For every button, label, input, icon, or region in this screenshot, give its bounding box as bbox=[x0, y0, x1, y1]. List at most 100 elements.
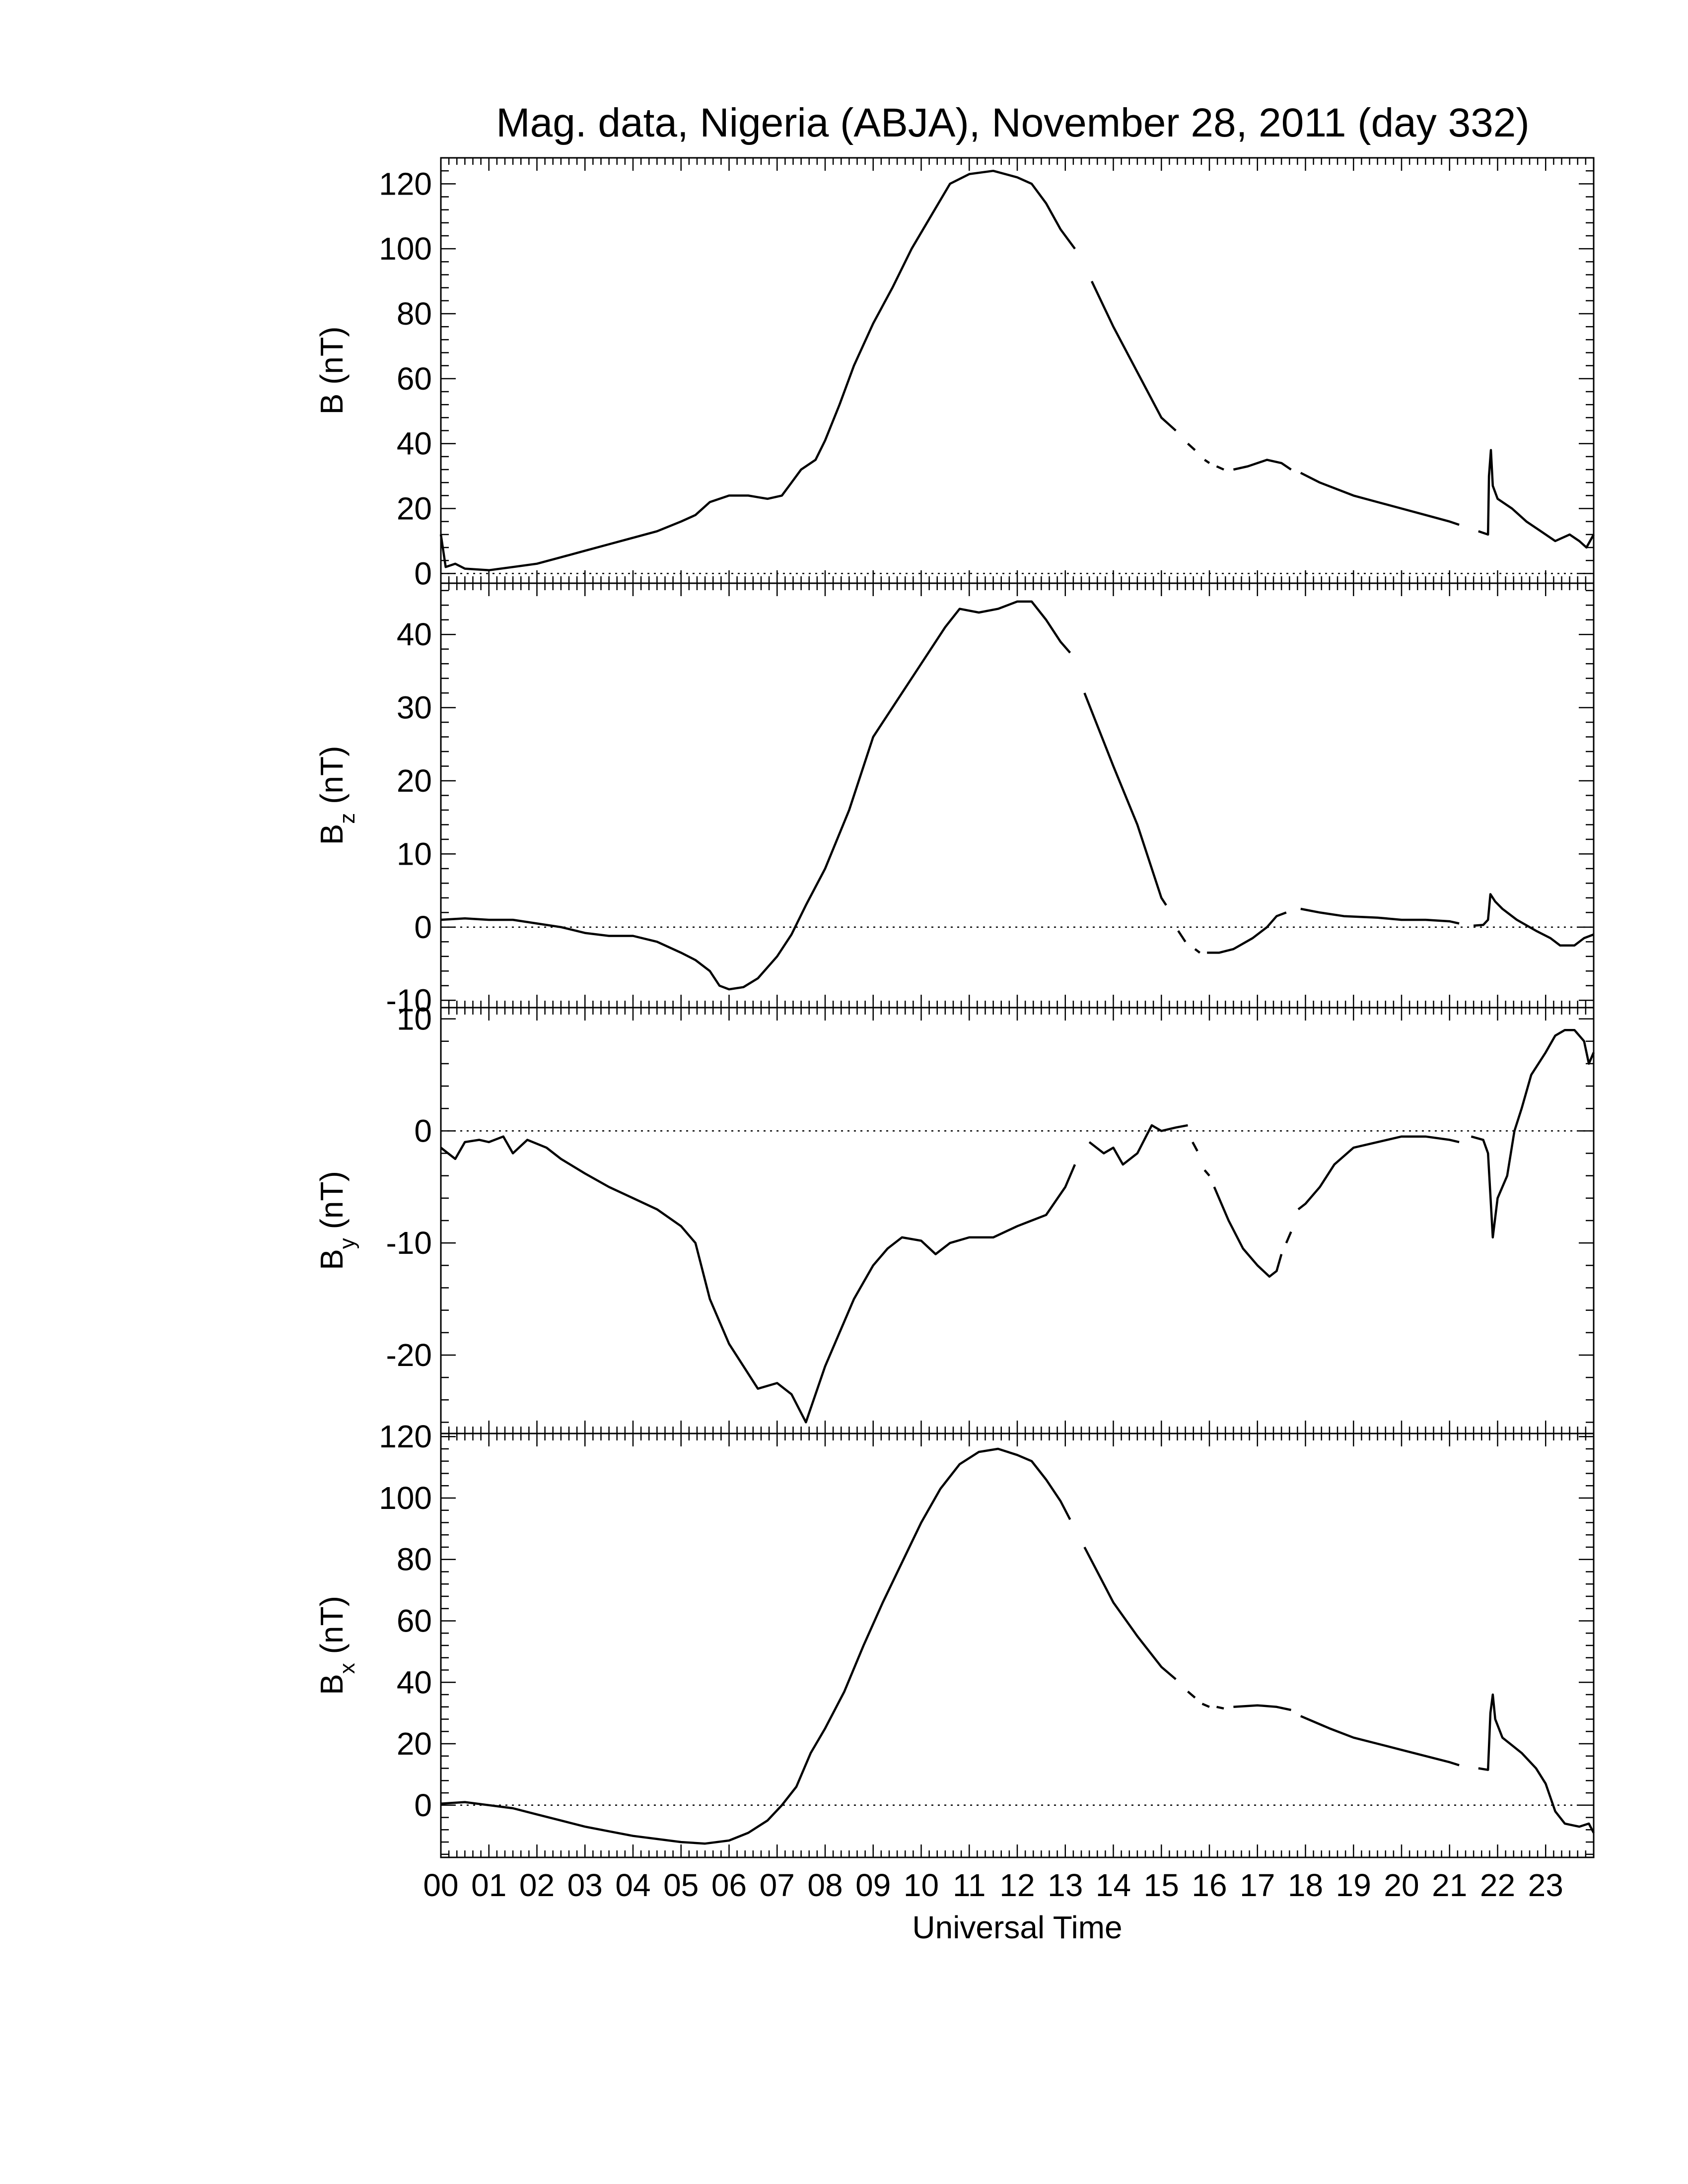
series-line-segment bbox=[1194, 948, 1201, 954]
y-tick-label: 30 bbox=[397, 690, 432, 726]
series-line-segment bbox=[1233, 459, 1292, 471]
y-tick-label: 40 bbox=[397, 616, 432, 652]
y-tick-label: 20 bbox=[397, 1726, 432, 1762]
y-tick-label: 80 bbox=[397, 296, 432, 332]
y-axis-label: B (nT) bbox=[314, 327, 350, 415]
x-tick-label: 04 bbox=[615, 1867, 650, 1903]
series-line-segment bbox=[1297, 1135, 1460, 1211]
x-tick-label: 10 bbox=[904, 1867, 939, 1903]
series-line-segment bbox=[1187, 443, 1196, 451]
x-tick-label: 05 bbox=[663, 1867, 699, 1903]
y-tick-label: 60 bbox=[397, 1603, 432, 1638]
x-tick-label: 01 bbox=[471, 1867, 506, 1903]
series-line-segment bbox=[1201, 1703, 1210, 1708]
y-axis-label-subscript: x bbox=[335, 1663, 359, 1674]
x-tick-label: 06 bbox=[711, 1867, 747, 1903]
series-line-segment bbox=[1300, 1715, 1460, 1767]
x-tick-label: 16 bbox=[1192, 1867, 1227, 1903]
x-tick-label: 21 bbox=[1432, 1867, 1467, 1903]
x-tick-label: 11 bbox=[953, 1867, 985, 1903]
y-axis-label: Bx (nT) bbox=[314, 1596, 359, 1695]
y-tick-label: 100 bbox=[379, 1480, 432, 1516]
series-line-segment bbox=[1083, 1546, 1177, 1680]
y-axis-label: By (nT) bbox=[314, 1171, 359, 1270]
x-tick-label: 19 bbox=[1336, 1867, 1371, 1903]
y-tick-label: 40 bbox=[397, 426, 432, 462]
y-tick-label: 0 bbox=[414, 1113, 432, 1149]
x-tick-label: 12 bbox=[999, 1867, 1035, 1903]
series-line-segment bbox=[1207, 911, 1287, 954]
x-tick-label: 22 bbox=[1480, 1867, 1515, 1903]
y-tick-label: 0 bbox=[414, 555, 432, 591]
y-tick-label: 80 bbox=[397, 1542, 432, 1577]
y-axis-label-unit: (nT) bbox=[314, 1171, 350, 1238]
chart-title: Mag. data, Nigeria (ABJA), November 28, … bbox=[496, 100, 1529, 145]
panel-bx: 0 20 40 60 80 100 120 Bx (nT) bbox=[314, 1419, 1595, 1858]
y-tick-label: 60 bbox=[397, 361, 432, 397]
panel-b-total: 0 20 40 60 80 100 120 B (nT) bbox=[314, 157, 1595, 591]
series-line-segment bbox=[1478, 1693, 1595, 1834]
panel-frame bbox=[440, 157, 1595, 584]
y-tick-label: 100 bbox=[379, 231, 432, 267]
y-axis-label-main: B bbox=[314, 1674, 350, 1695]
y-tick-label: 120 bbox=[379, 166, 432, 202]
x-tick-label: 14 bbox=[1096, 1867, 1131, 1903]
y-axis-label-subscript: y bbox=[335, 1238, 359, 1249]
y-axis-label-main: B bbox=[314, 824, 350, 845]
x-tick-label: 18 bbox=[1288, 1867, 1323, 1903]
y-tick-label: -10 bbox=[386, 1225, 432, 1261]
y-tick-label: -20 bbox=[386, 1337, 432, 1373]
y-axis-label-unit: (nT) bbox=[314, 1596, 350, 1663]
panel-by: -20 -10 0 10 By (nT) bbox=[314, 1001, 1595, 1434]
x-tick-label: 15 bbox=[1144, 1867, 1179, 1903]
y-tick-label: 0 bbox=[414, 1787, 432, 1823]
series-line-segment bbox=[1213, 1186, 1283, 1278]
panel-bz: -10 0 10 20 30 40 Bz (nT) bbox=[314, 582, 1595, 1018]
y-tick-label: 0 bbox=[414, 909, 432, 945]
series-line-segment bbox=[1192, 1141, 1198, 1152]
panel-frame bbox=[440, 582, 1595, 1009]
y-axis-label-subscript: z bbox=[335, 813, 359, 824]
series-line-segment bbox=[1177, 930, 1187, 943]
x-tick-label: 03 bbox=[567, 1867, 603, 1903]
series-line-segment bbox=[1285, 1231, 1292, 1244]
series-line-segment bbox=[440, 1135, 1076, 1424]
series-line-segment bbox=[1088, 1124, 1188, 1166]
x-axis-label: Universal Time bbox=[912, 1910, 1122, 1945]
series-line-segment bbox=[1187, 1691, 1196, 1699]
y-tick-label: 10 bbox=[397, 1001, 432, 1037]
y-tick-label: 20 bbox=[397, 763, 432, 799]
x-tick-label: 02 bbox=[519, 1867, 555, 1903]
y-axis-label: Bz (nT) bbox=[314, 746, 359, 845]
x-tick-label: 07 bbox=[760, 1867, 795, 1903]
y-tick-label: 10 bbox=[397, 836, 432, 872]
series-line-segment bbox=[1090, 280, 1177, 432]
series-line-segment bbox=[1216, 465, 1224, 471]
series-line-segment bbox=[1300, 472, 1460, 526]
x-tick-label: 13 bbox=[1048, 1867, 1083, 1903]
y-tick-label: -10 bbox=[386, 982, 432, 1018]
series-line-segment bbox=[439, 169, 1076, 572]
series-line-segment bbox=[1478, 449, 1595, 549]
y-tick-label: 40 bbox=[397, 1664, 432, 1700]
x-tick-label: 00 bbox=[423, 1867, 458, 1903]
y-axis-label-main: B (nT) bbox=[314, 327, 350, 415]
series-line-segment bbox=[440, 600, 1071, 991]
y-tick-label: 20 bbox=[397, 491, 432, 527]
series-line-segment bbox=[1216, 1706, 1224, 1710]
panel-frame bbox=[440, 1007, 1595, 1434]
x-tick-label: 23 bbox=[1528, 1867, 1563, 1903]
series-line-segment bbox=[1204, 459, 1210, 464]
x-tick-label: 20 bbox=[1384, 1867, 1419, 1903]
y-axis-label-unit: (nT) bbox=[314, 746, 350, 813]
x-tick-label: 09 bbox=[855, 1867, 891, 1903]
series-line-segment bbox=[1203, 1169, 1210, 1177]
x-tick-labels: 00 01 02 03 04 05 06 07 08 09 10 11 12 13 14 15 16 17 18 19… bbox=[423, 1867, 1563, 1903]
x-tick-label: 17 bbox=[1240, 1867, 1275, 1903]
y-tick-label: 120 bbox=[379, 1419, 432, 1454]
series-line-segment bbox=[1473, 893, 1594, 947]
series-line-segment bbox=[440, 1447, 1071, 1845]
series-line-segment bbox=[1083, 692, 1167, 906]
series-line-segment bbox=[1233, 1704, 1291, 1711]
